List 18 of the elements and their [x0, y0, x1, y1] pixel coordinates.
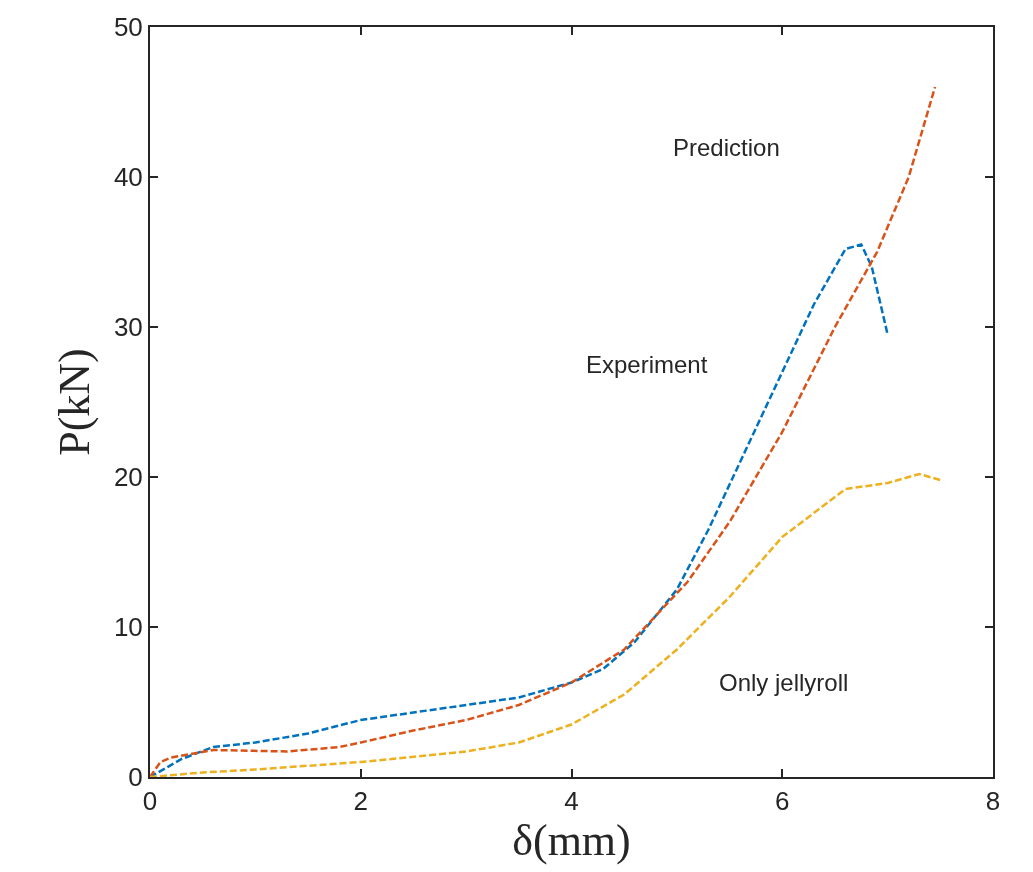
line-series: [150, 85, 937, 777]
y-tick-label: 20: [113, 462, 143, 493]
y-tick-label: 10: [113, 612, 143, 643]
y-tick-label: 30: [113, 312, 143, 343]
x-tick-label: 2: [353, 786, 368, 817]
annotation: Experiment: [586, 351, 708, 378]
y-tick-label: 40: [113, 162, 143, 193]
y-tick-label: 0: [128, 762, 143, 793]
x-tick-label: 6: [775, 786, 790, 817]
x-axis-title: δ(mm): [512, 816, 631, 866]
x-tick-label: 8: [985, 786, 1001, 817]
line-series: [150, 472, 942, 777]
x-tick-label: 4: [564, 786, 579, 817]
line-series: [150, 243, 889, 777]
annotation: Only jellyroll: [719, 669, 849, 696]
y-axis-title: P(kN): [50, 348, 100, 456]
y-tick-label: 50: [113, 12, 143, 43]
annotation: Prediction: [673, 134, 780, 161]
